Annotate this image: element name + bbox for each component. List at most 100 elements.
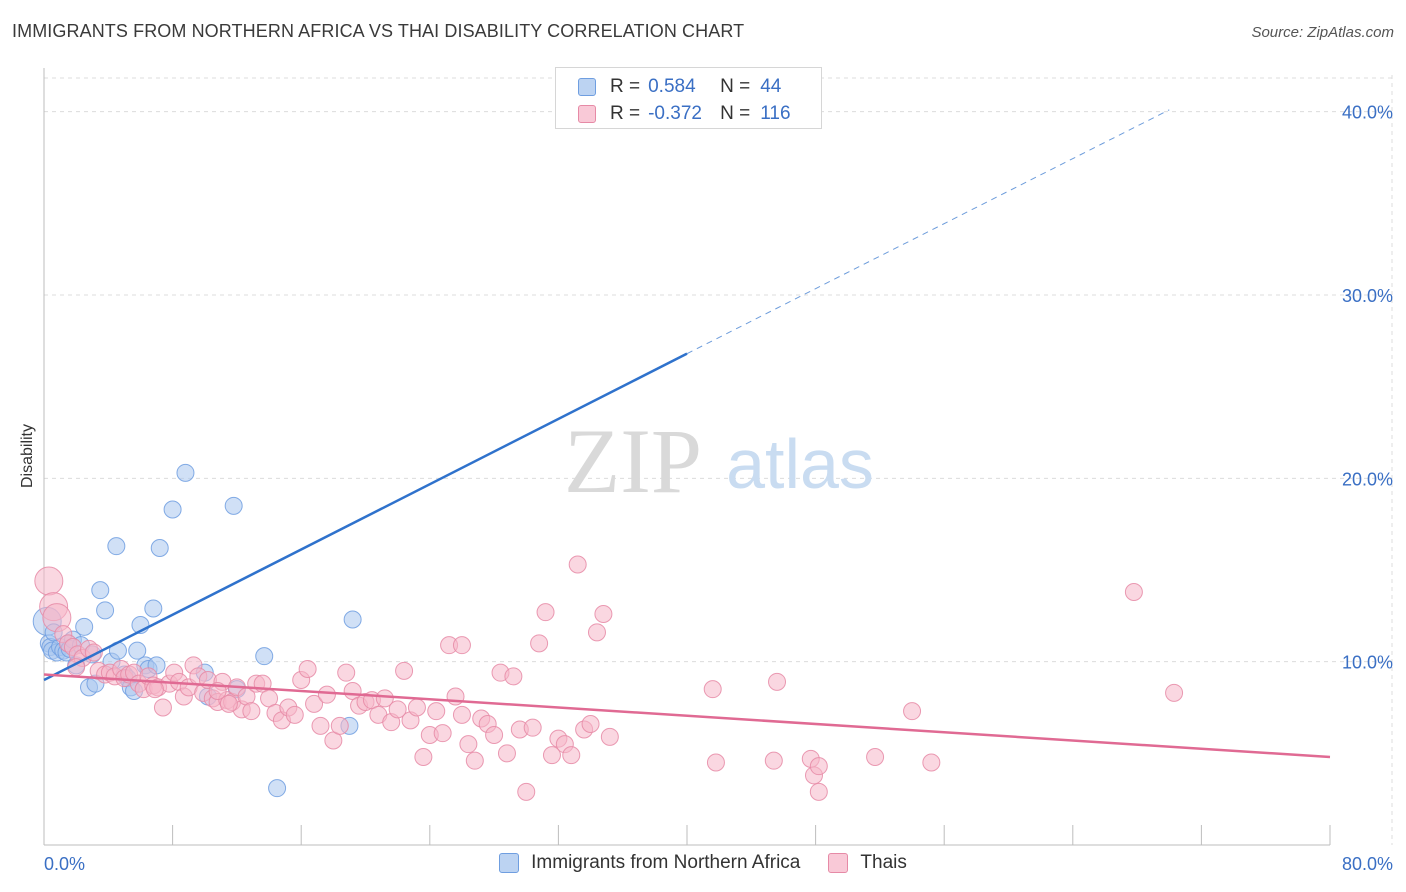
legend-r-value: 0.584 — [648, 76, 696, 97]
legend-row-immigrants: R = 0.584 N = 44 — [578, 75, 781, 99]
thais-point — [903, 702, 922, 721]
watermark-atlas: atlas — [726, 425, 874, 503]
immigrants-point — [224, 496, 243, 515]
data-points — [32, 463, 1184, 801]
thais-point — [600, 727, 619, 746]
thais-point — [395, 661, 414, 680]
thais-point — [242, 702, 261, 721]
thais-point — [809, 757, 828, 776]
thais-point — [375, 689, 394, 708]
y-tick-label: 10.0% — [1342, 653, 1393, 673]
thais-point — [581, 715, 600, 733]
tick-labels: 10.0% 20.0% 30.0% 40.0% 0.0% 80.0% — [44, 103, 1393, 874]
thais-point — [768, 672, 787, 691]
immigrants-point — [91, 581, 110, 600]
immigrants-point — [150, 539, 169, 557]
thais-point — [594, 605, 613, 623]
legend-swatch-blue — [578, 78, 596, 96]
legend-n-label: N = — [720, 103, 751, 124]
immigrants-point — [128, 641, 147, 660]
thais-point — [706, 753, 725, 772]
thais-point — [311, 716, 330, 735]
thais-point — [388, 700, 407, 719]
legend-swatch-pink — [828, 853, 849, 873]
watermark-zip: ZIP — [564, 410, 702, 512]
thais-point — [407, 698, 426, 717]
thais-trend-line — [43, 673, 1331, 759]
legend-swatch-pink — [578, 105, 596, 123]
immigrants-point — [163, 500, 182, 519]
legend-row-thais: R = -0.372 N = 116 — [578, 102, 791, 126]
thais-point — [305, 694, 324, 713]
thais-point — [562, 746, 581, 765]
legend-r-label: R = — [610, 76, 641, 97]
thais-point — [427, 702, 446, 721]
thais-point — [536, 603, 555, 622]
legend-item-thais: Thais — [828, 852, 907, 874]
thais-point — [866, 748, 885, 766]
y-axis-label: Disability — [19, 423, 36, 489]
immigrants-point — [268, 779, 287, 798]
legend-item-immigrants: Immigrants from Northern Africa — [499, 852, 800, 874]
x-tick-label: 80.0% — [1342, 854, 1393, 874]
watermark: ZIP atlas — [564, 410, 874, 512]
immigrants-point — [107, 537, 126, 556]
thais-point — [703, 680, 722, 699]
thais-point — [504, 667, 523, 686]
series-legend: Immigrants from Northern Africa Thais — [0, 852, 1406, 874]
thais-point — [764, 751, 783, 770]
thais-point — [485, 726, 504, 744]
immigrants-point — [255, 647, 274, 666]
legend-swatch-blue — [499, 853, 520, 873]
source-label: Source: ZipAtlas.com — [1251, 24, 1394, 41]
thais-point — [459, 735, 478, 754]
y-tick-label: 20.0% — [1342, 469, 1393, 489]
thais-point — [587, 623, 606, 642]
thais-point — [523, 718, 542, 737]
thais-point — [317, 685, 336, 704]
thais-point — [414, 748, 433, 766]
thais-point — [452, 636, 471, 655]
thais-point — [1124, 583, 1143, 601]
legend-r-label: R = — [610, 103, 641, 124]
immigrants-point — [96, 601, 115, 620]
immigrants-trend-line — [43, 352, 688, 682]
thais-point — [153, 698, 172, 717]
thais-point — [517, 782, 536, 801]
thais-point — [497, 744, 516, 763]
immigrants-trend-extension — [686, 109, 1170, 355]
thais-point — [219, 694, 238, 713]
thais-point — [285, 705, 304, 724]
thais-point — [568, 555, 587, 574]
thais-point — [298, 660, 317, 678]
thais-point — [433, 724, 452, 743]
chart-title: IMMIGRANTS FROM NORTHERN AFRICA VS THAI … — [12, 21, 745, 41]
axes — [43, 68, 1331, 846]
legend-r-value: -0.372 — [648, 103, 702, 124]
legend-n-value: 44 — [760, 76, 782, 97]
thais-point — [330, 716, 349, 735]
y-tick-label: 40.0% — [1342, 103, 1393, 123]
thais-point — [542, 746, 561, 765]
correlation-legend: R = 0.584 N = 44 R = -0.372 N = 116 — [555, 67, 822, 129]
thais-point — [922, 753, 941, 772]
thais-point — [530, 634, 549, 653]
legend-n-label: N = — [720, 76, 751, 97]
thais-point — [337, 663, 356, 682]
trend-lines — [43, 109, 1331, 759]
thais-point — [809, 782, 828, 801]
immigrants-point — [144, 599, 163, 618]
legend-n-value: 116 — [760, 103, 791, 124]
y-tick-label: 30.0% — [1342, 286, 1393, 306]
immigrants-point — [343, 610, 362, 629]
x-tick-label: 0.0% — [44, 854, 85, 874]
legend-label-immigrants: Immigrants from Northern Africa — [531, 852, 801, 873]
immigrants-point — [176, 463, 195, 482]
grid-lines — [44, 75, 1393, 845]
thais-point — [1165, 683, 1184, 702]
immigrants-point — [75, 617, 94, 636]
thais-point — [452, 705, 471, 724]
legend-label-thais: Thais — [860, 852, 907, 873]
thais-point — [465, 751, 484, 770]
